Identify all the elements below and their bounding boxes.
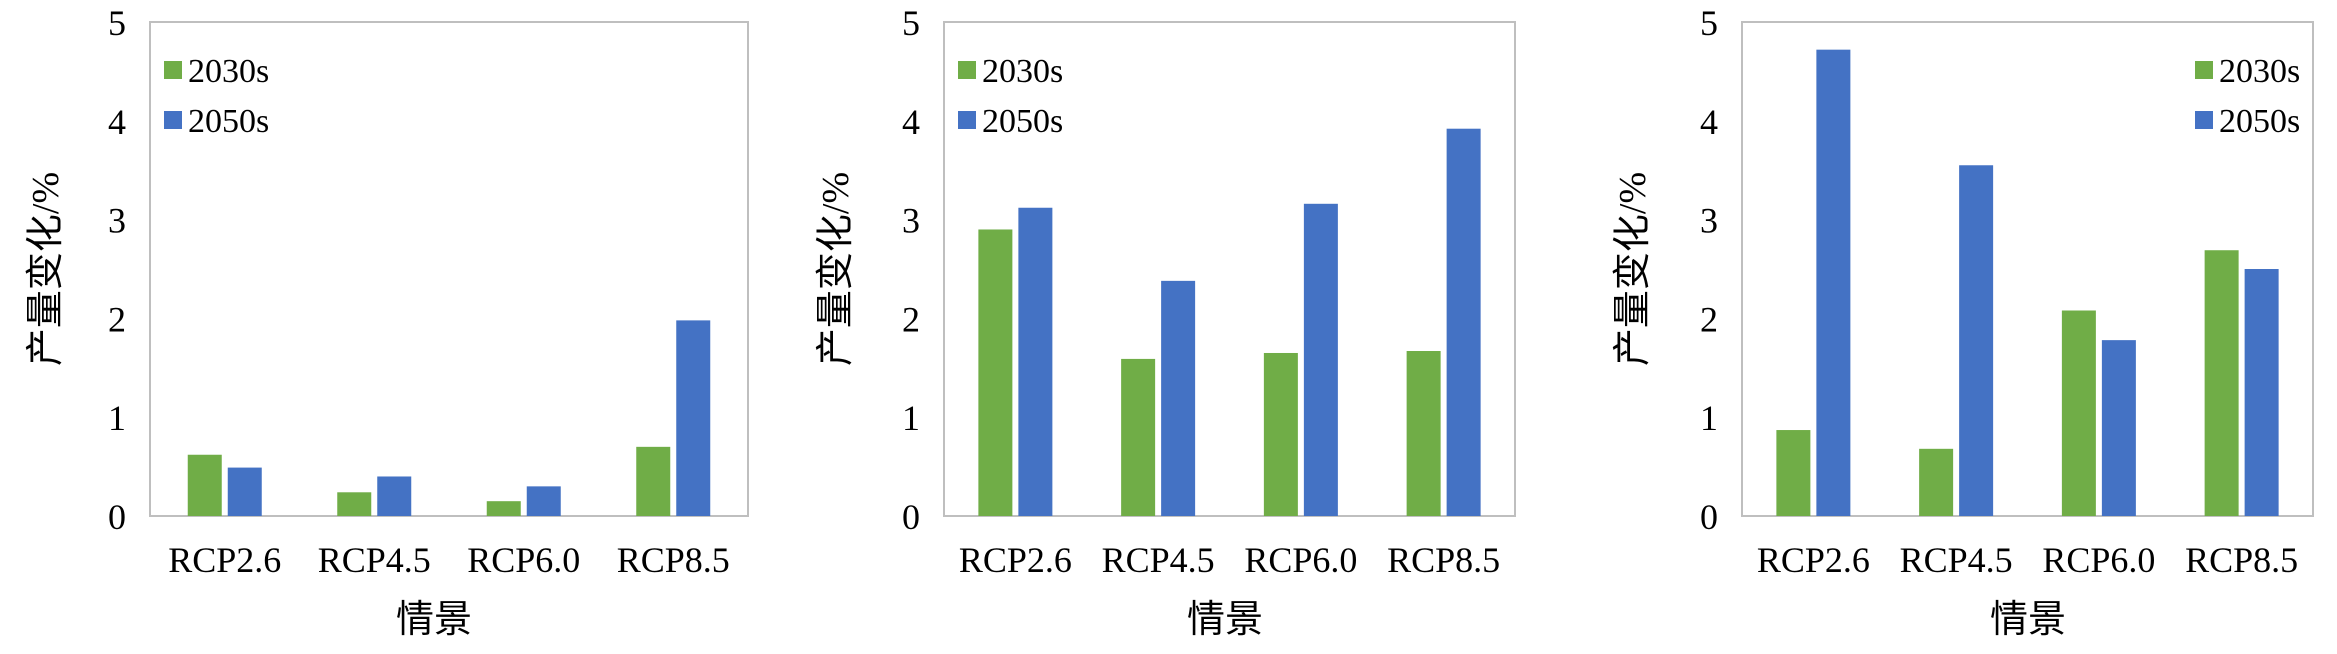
y-tick-label: 5 [108, 3, 126, 43]
bar-2030s-RCP4.5 [337, 492, 372, 516]
chart-panel-1: 0 1 2 3 4 5 RCP2.6 RCP4.5 RCP6.0 RCP8.5 情景 产量变化/% 20… [25, 3, 749, 641]
y-axis-title: 产量变化/% [1612, 172, 1654, 366]
x-tick-label: RCP8.5 [2185, 540, 2298, 580]
chart-panel-2: 0 1 2 3 4 5 RCP2.6 RCP4.5 RCP6.0 RCP8.5 情景 产量变化/% 20… [815, 3, 1516, 641]
y-tick-label: 0 [108, 497, 126, 537]
x-tick-label: RCP6.0 [467, 540, 580, 580]
legend-label: 2030s [982, 53, 1063, 90]
legend-swatch-2030s [164, 61, 182, 79]
bar-2050s-RCP2.6 [227, 467, 262, 516]
y-tick-label: 1 [108, 398, 126, 438]
x-axis-title: 情景 [1187, 599, 1263, 641]
x-tick-label: RCP2.6 [1757, 540, 1870, 580]
y-tick-label: 2 [902, 299, 920, 339]
bar-2030s-RCP6.0 [2061, 310, 2096, 516]
x-tick-label: RCP2.6 [959, 540, 1072, 580]
legend-label: 2030s [2219, 53, 2300, 90]
bar-2050s-RCP4.5 [377, 476, 412, 516]
legend-swatch-2050s [2195, 111, 2213, 129]
y-tick-label: 3 [1700, 201, 1718, 241]
y-tick-label: 5 [1700, 3, 1718, 43]
x-tick-label: RCP2.6 [168, 540, 281, 580]
bar-2030s-RCP2.6 [187, 454, 222, 516]
bar-2050s-RCP4.5 [1959, 165, 1994, 516]
bar-2050s-RCP4.5 [1161, 280, 1196, 516]
x-tick-label: RCP8.5 [617, 540, 730, 580]
bar-2050s-RCP8.5 [676, 320, 711, 516]
bar-2030s-RCP8.5 [2204, 250, 2239, 516]
bar-2050s-RCP2.6 [1816, 49, 1851, 516]
bar-2030s-RCP8.5 [636, 446, 671, 516]
bar-2030s-RCP4.5 [1919, 448, 1954, 516]
y-axis-title: 产量变化/% [25, 172, 67, 366]
bar-2050s-RCP2.6 [1018, 207, 1053, 516]
y-tick-label: 3 [902, 201, 920, 241]
y-tick-label: 2 [108, 299, 126, 339]
x-tick-label: RCP6.0 [1244, 540, 1357, 580]
plot-frame [1741, 21, 2314, 517]
plot-frame [149, 21, 749, 517]
y-axis-title: 产量变化/% [815, 172, 857, 366]
y-tick-label: 5 [902, 3, 920, 43]
bar-2050s-RCP8.5 [2244, 269, 2279, 516]
bar-2050s-RCP6.0 [2101, 340, 2136, 516]
bar-2050s-RCP8.5 [1446, 128, 1481, 517]
bar-2050s-RCP6.0 [526, 486, 561, 516]
x-axis-title: 情景 [396, 599, 472, 641]
bar-2030s-RCP8.5 [1406, 351, 1441, 516]
bar-2050s-RCP6.0 [1303, 203, 1338, 517]
bar-2030s-RCP4.5 [1121, 358, 1156, 516]
legend-swatch-2050s [958, 111, 976, 129]
legend-swatch-2050s [164, 111, 182, 129]
x-tick-label: RCP6.0 [2042, 540, 2155, 580]
y-tick-label: 2 [1700, 299, 1718, 339]
bar-2030s-RCP2.6 [978, 229, 1013, 517]
y-tick-label: 1 [1700, 398, 1718, 438]
y-tick-label: 4 [108, 102, 126, 142]
x-axis-title: 情景 [1990, 599, 2066, 641]
y-tick-label: 4 [1700, 102, 1718, 142]
x-tick-label: RCP4.5 [318, 540, 431, 580]
bar-2030s-RCP6.0 [1263, 352, 1298, 516]
y-tick-label: 0 [902, 497, 920, 537]
legend-label: 2030s [188, 53, 269, 90]
legend-label: 2050s [982, 103, 1063, 140]
bar-2030s-RCP6.0 [486, 501, 521, 516]
y-tick-label: 0 [1700, 497, 1718, 537]
x-tick-label: RCP4.5 [1102, 540, 1215, 580]
bar-2030s-RCP2.6 [1776, 430, 1811, 516]
x-tick-label: RCP4.5 [1900, 540, 2013, 580]
y-tick-label: 1 [902, 398, 920, 438]
x-tick-label: RCP8.5 [1387, 540, 1500, 580]
legend-label: 2050s [188, 103, 269, 140]
legend-label: 2050s [2219, 103, 2300, 140]
chart-panel-3: 0 1 2 3 4 5 RCP2.6 RCP4.5 RCP6.0 RCP8.5 情景 产量变化/% 20… [1612, 3, 2314, 641]
legend-swatch-2030s [2195, 61, 2213, 79]
legend-swatch-2030s [958, 61, 976, 79]
y-tick-label: 3 [108, 201, 126, 241]
plot-frame [943, 21, 1516, 517]
y-tick-label: 4 [902, 102, 920, 142]
